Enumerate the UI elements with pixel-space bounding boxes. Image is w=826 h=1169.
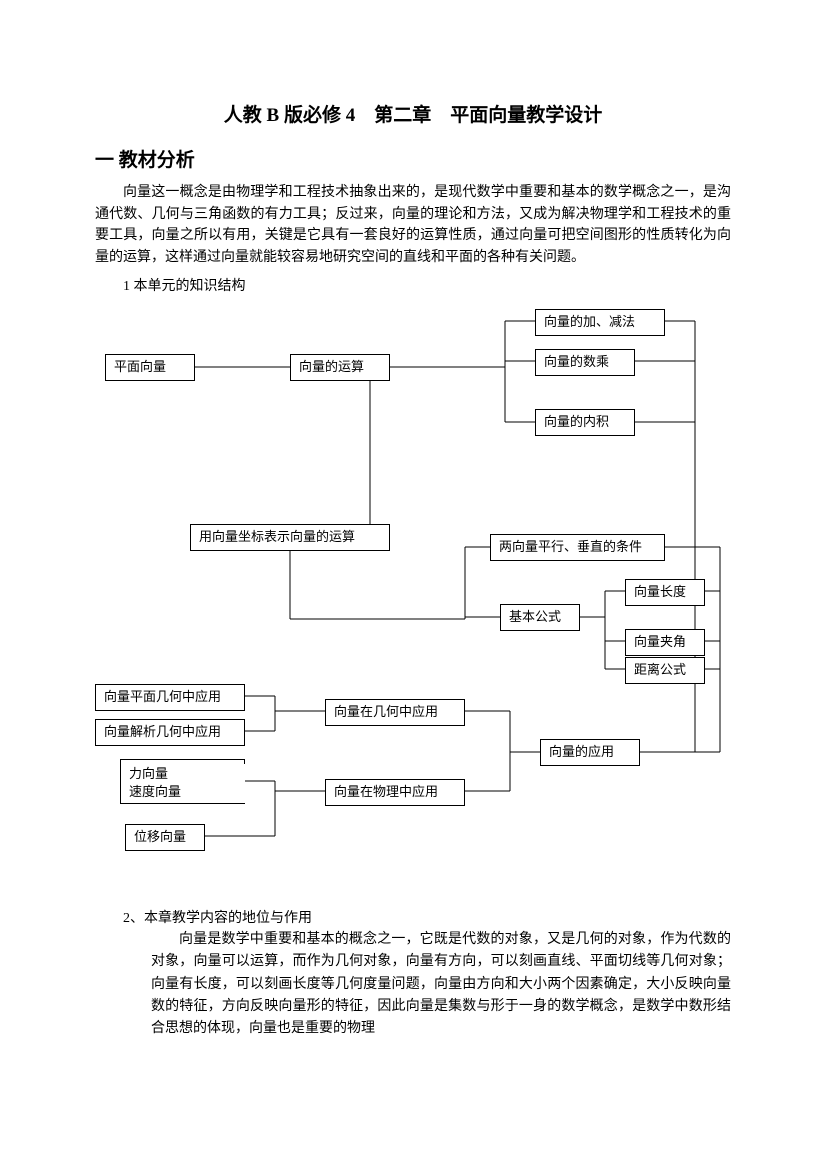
subheading-1: 1 本单元的知识结构: [123, 275, 731, 295]
section-1-heading: 一 教材分析: [95, 145, 731, 172]
knowledge-structure-diagram: 平面向量 向量的运算 向量的加、减法向量的数乘向量的内积用向量坐标表示向量的运算 两向…: [95, 299, 731, 899]
node-sdxl: 速度向量: [125, 782, 245, 803]
node-jjf: 向量的加、减法: [535, 309, 665, 336]
node-ys: 向量的运算: [290, 354, 390, 381]
node-wyxl: 位移向量: [125, 824, 205, 851]
page-title: 人教 B 版必修 4 第二章 平面向量教学设计: [95, 100, 731, 127]
node-jj: 向量夹角: [625, 629, 705, 656]
node-jl: 距离公式: [625, 657, 705, 684]
paragraph-2: 向量是数学中重要和基本的概念之一，它既是代数的对象，又是几何的对象，作为代数的对…: [151, 929, 731, 1041]
node-cd: 向量长度: [625, 579, 705, 606]
node-pxcz: 两向量平行、垂直的条件: [490, 534, 665, 561]
node-jxyy: 向量解析几何中应用: [95, 719, 245, 746]
node-nj: 向量的内积: [535, 409, 635, 436]
paragraph-1: 向量这一概念是由物理学和工程技术抽象出来的，是现代数学中重要和基本的数学概念之一…: [95, 182, 731, 269]
page: 人教 B 版必修 4 第二章 平面向量教学设计 一 教材分析 向量这一概念是由物…: [0, 0, 826, 1169]
node-pmxl: 平面向量: [105, 354, 195, 381]
subheading-2: 2、本章教学内容的地位与作用: [123, 907, 731, 927]
node-sc: 向量的数乘: [535, 349, 635, 376]
node-wlyy: 向量在物理中应用: [325, 779, 465, 806]
node-jhyy: 向量在几何中应用: [325, 699, 465, 726]
section-2: 2、本章教学内容的地位与作用 向量是数学中重要和基本的概念之一，它既是代数的对象…: [95, 907, 731, 1041]
node-jbgs: 基本公式: [500, 604, 580, 631]
node-yygroup: 向量的应用: [540, 739, 640, 766]
node-pmyy: 向量平面几何中应用: [95, 684, 245, 711]
node-zb: 用向量坐标表示向量的运算: [190, 524, 390, 551]
